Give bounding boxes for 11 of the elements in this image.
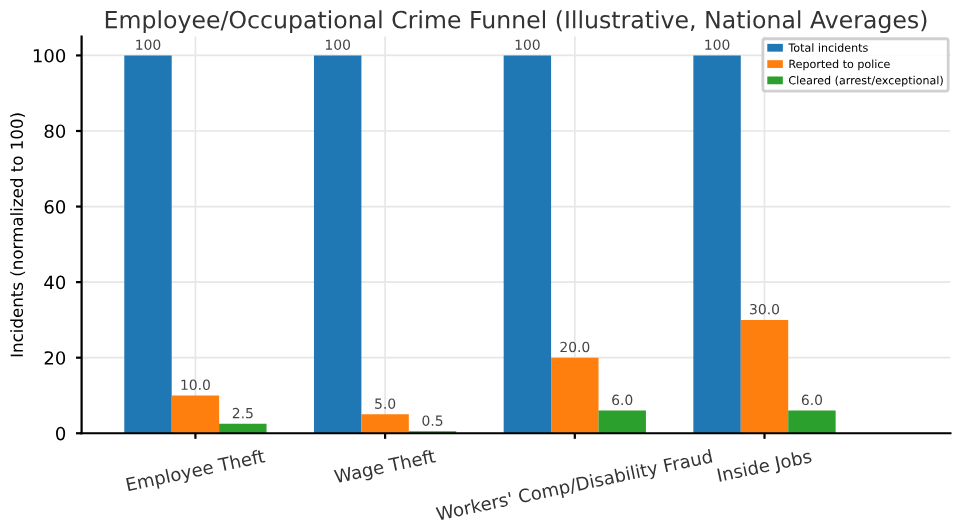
chart-title: Employee/Occupational Crime Funnel (Illustrative, National Averages) bbox=[105, 10, 927, 34]
x-tick-label: Inside Jobs bbox=[717, 448, 813, 486]
y-tick-label: 80 bbox=[44, 124, 66, 139]
y-tick-label: 20 bbox=[44, 351, 66, 365]
x-tick-label: Employee Theft bbox=[125, 448, 267, 495]
x-tick-label: Wage Theft bbox=[333, 448, 437, 487]
y-tick-label: 40 bbox=[44, 275, 66, 290]
y-axis-title: Incidents (normalized to 100) bbox=[10, 113, 26, 357]
y-tick-label: 60 bbox=[44, 200, 66, 214]
y-tick-label: 100 bbox=[33, 48, 66, 63]
y-tick-label: 0 bbox=[56, 426, 66, 441]
